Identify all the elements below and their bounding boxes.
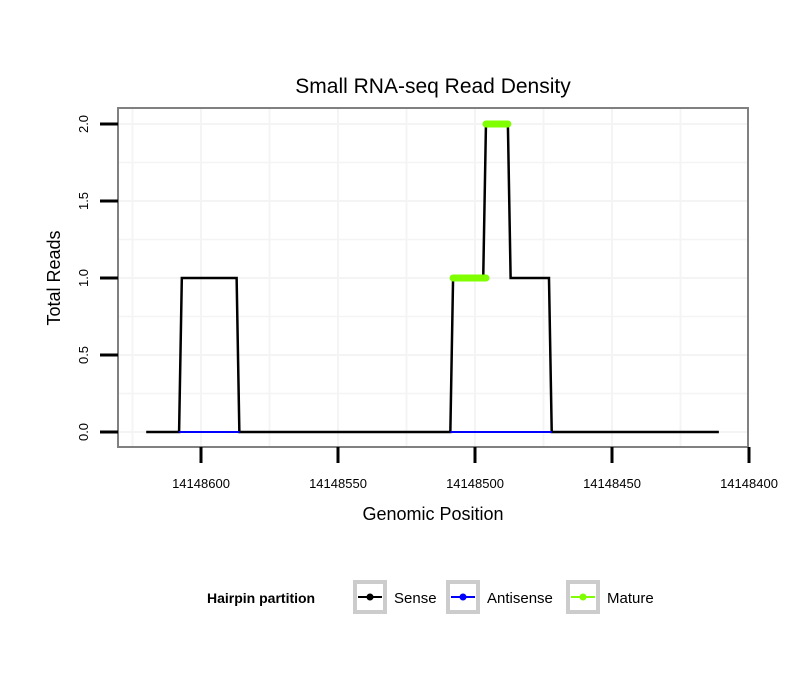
marks bbox=[146, 120, 719, 434]
grid bbox=[119, 109, 747, 446]
y-tick-label: 2.0 bbox=[76, 115, 91, 133]
x-tick-label: 14148500 bbox=[446, 476, 504, 491]
legend-item-mature: Mature bbox=[566, 580, 654, 614]
y-tick-label: 0.0 bbox=[76, 423, 91, 441]
y-tick-label: 1.0 bbox=[76, 269, 91, 287]
x-tick-label: 14148550 bbox=[309, 476, 367, 491]
legend-point bbox=[366, 593, 374, 601]
legend-label: Mature bbox=[607, 590, 654, 607]
y-axis-label: Total Reads bbox=[44, 230, 64, 325]
chart-title: Small RNA-seq Read Density bbox=[295, 75, 571, 98]
y-tick-label: 0.5 bbox=[76, 346, 91, 364]
legend-point bbox=[459, 593, 467, 601]
legend-title: Hairpin partition bbox=[207, 590, 315, 606]
axes: 14148600 14148550 14148500 14148450 14148400… bbox=[76, 115, 778, 491]
legend-item-antisense: Antisense bbox=[446, 580, 553, 614]
x-axis-label: Genomic Position bbox=[362, 504, 503, 524]
legend-point bbox=[579, 593, 587, 601]
legend-label: Antisense bbox=[487, 590, 553, 607]
x-tick-label: 14148600 bbox=[172, 476, 230, 491]
legend-item-sense: Sense bbox=[353, 580, 437, 614]
x-tick-label: 14148400 bbox=[720, 476, 778, 491]
legend: Hairpin partition Sense Antisense Mature bbox=[207, 580, 654, 614]
legend-label: Sense bbox=[394, 590, 437, 607]
y-tick-label: 1.5 bbox=[76, 192, 91, 210]
x-tick-label: 14148450 bbox=[583, 476, 641, 491]
